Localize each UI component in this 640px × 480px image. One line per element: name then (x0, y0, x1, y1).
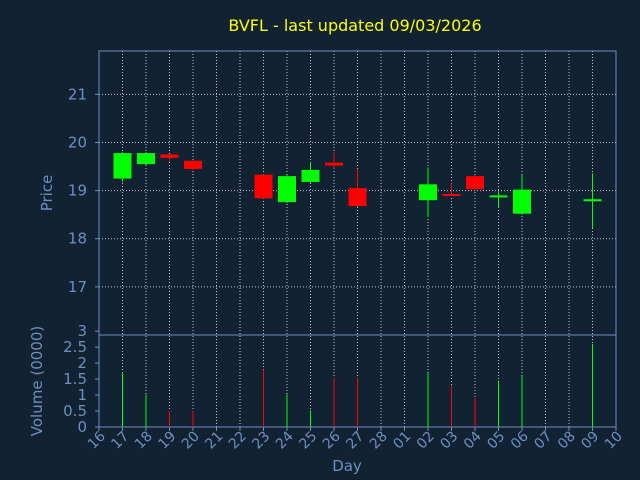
candle-body (513, 189, 531, 214)
candle-body (301, 169, 320, 182)
day-tick-label: 21 (202, 429, 226, 453)
day-tick-label: 10 (602, 429, 626, 453)
day-tick-label: 07 (531, 429, 555, 453)
price-tick-label: 17 (68, 278, 87, 296)
candles (113, 152, 602, 229)
day-tick-label: 27 (343, 429, 367, 453)
candle-body (113, 153, 132, 179)
candle-body (184, 160, 202, 169)
volume-tick-label: 0.5 (63, 402, 87, 420)
price-tick-label: 18 (68, 230, 87, 248)
day-tick-label: 18 (132, 429, 156, 453)
candle-body (489, 195, 508, 198)
day-tick-label: 28 (367, 429, 391, 453)
day-tick-label: 24 (273, 428, 297, 452)
day-tick-label: 26 (320, 428, 344, 452)
volume-tick-label: 1.5 (63, 370, 87, 388)
volume-tick-label: 3 (77, 322, 87, 340)
price-axis: 17 18 19 20 21 (68, 85, 99, 296)
candle-body (583, 199, 602, 202)
volume-tick-label: 2.5 (63, 338, 87, 356)
day-tick-label: 23 (249, 429, 273, 453)
volume-tick-label: 1 (77, 386, 87, 404)
candle-body (466, 176, 484, 190)
volume-tick-label: 0 (77, 418, 87, 436)
price-tick-label: 19 (68, 182, 87, 200)
candle-body (160, 154, 179, 158)
price-axis-label: Price (38, 175, 56, 212)
volume-axis-label: Volume (0000) (28, 326, 46, 436)
day-tick-label: 05 (484, 429, 508, 453)
day-tick-label: 17 (108, 429, 132, 453)
volume-tick-label: 2 (77, 354, 87, 372)
candle-body (419, 184, 437, 201)
day-tick-label: 04 (461, 428, 485, 452)
day-axis: 16 17 18 19 20 21 22 23 24 25 26 27 28 01 02 03 04 05 06 07… (85, 427, 626, 452)
day-axis-label: Day (332, 457, 362, 475)
price-tick-label: 20 (68, 133, 87, 151)
day-tick-label: 06 (508, 428, 532, 452)
day-tick-label: 03 (437, 429, 461, 453)
day-tick-label: 19 (155, 429, 179, 453)
day-tick-label: 22 (226, 429, 250, 453)
candle-body (137, 153, 155, 165)
candle-body (254, 174, 273, 199)
grid (99, 51, 616, 427)
day-tick-label: 02 (414, 429, 438, 453)
day-tick-label: 08 (555, 429, 579, 453)
candle-body (348, 188, 367, 206)
chart-title: BVFL - last updated 09/03/2026 (228, 16, 481, 35)
volume-bars (122, 343, 593, 427)
day-tick-label: 25 (296, 429, 320, 453)
candle-body (278, 176, 296, 203)
day-tick-label: 20 (179, 429, 203, 453)
price-tick-label: 21 (68, 85, 87, 103)
candle-body (442, 193, 461, 196)
candle-body (325, 162, 343, 166)
day-tick-label: 16 (85, 428, 109, 452)
day-tick-label: 01 (390, 429, 414, 453)
day-tick-label: 09 (578, 429, 602, 453)
volume-axis: 00.511.522.53 (63, 322, 99, 436)
